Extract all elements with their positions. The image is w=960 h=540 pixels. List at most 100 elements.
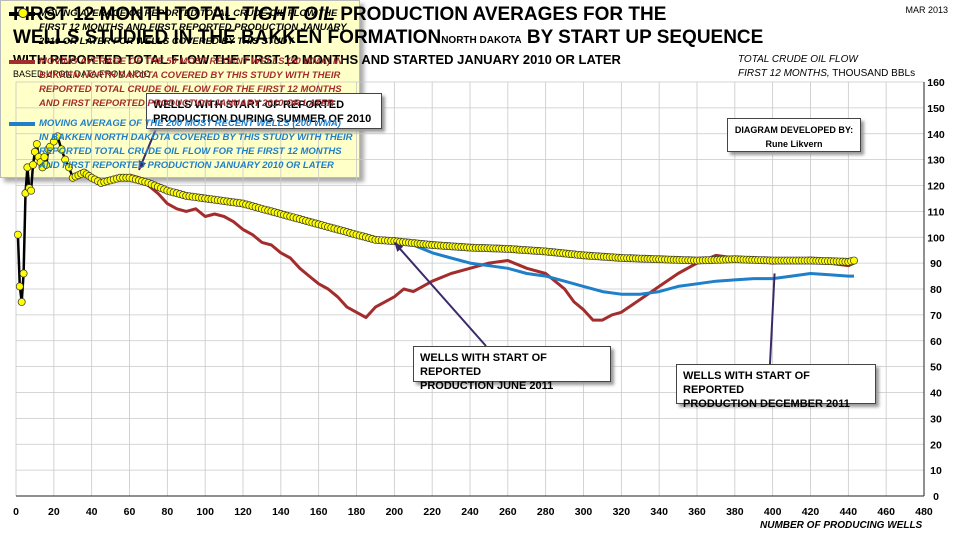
x-tick-label: 260 bbox=[499, 506, 517, 518]
y-tick-label: 80 bbox=[930, 284, 942, 296]
annotation-june-2011: WELLS WITH START OF REPORTED PRODUCTION … bbox=[413, 346, 611, 392]
series-200-wma-line bbox=[393, 239, 854, 296]
title-line1-emphasis: TIGHT OIL bbox=[241, 4, 335, 25]
y-tick-label: 10 bbox=[930, 465, 942, 477]
data-point bbox=[32, 140, 41, 149]
credit-box: DIAGRAM DEVELOPED BY: Rune Likvern bbox=[727, 118, 861, 152]
chart-title-line2: WELLS STUDIED IN THE BAKKEN FORMATIONNOR… bbox=[13, 27, 763, 49]
annotation-dec-2011-line2: PRODUCTION DECEMBER 2011 bbox=[683, 398, 850, 410]
legend-swatch-200wma bbox=[9, 122, 35, 126]
y-axis-label: TOTAL CRUDE OIL FLOW FIRST 12 MONTHS, TH… bbox=[738, 53, 915, 81]
annotation-summer-2010-line1: WELLS WITH START OF REPORTED bbox=[153, 99, 345, 111]
data-point bbox=[57, 145, 66, 154]
x-tick-label: 360 bbox=[688, 506, 706, 518]
date-label: MAR 2013 bbox=[905, 5, 948, 15]
x-tick-label: 60 bbox=[124, 506, 136, 518]
y-tick-label: 160 bbox=[927, 77, 945, 89]
x-tick-label: 20 bbox=[48, 506, 60, 518]
data-point bbox=[65, 163, 73, 172]
x-tick-label: 400 bbox=[764, 506, 782, 518]
y-tick-label: 60 bbox=[930, 336, 942, 348]
y-tick-label: 30 bbox=[930, 413, 942, 425]
x-tick-label: 100 bbox=[196, 506, 214, 518]
x-tick-label: 220 bbox=[423, 506, 441, 518]
data-point bbox=[13, 230, 22, 239]
data-point bbox=[17, 297, 26, 306]
legend-item-50wma: MOVING AVERAGE OF THE 50 MOST RECENT WEL… bbox=[9, 55, 353, 111]
legend-text-50wma: MOVING AVERAGE OF THE 50 MOST RECENT WEL… bbox=[39, 56, 343, 109]
legend-item-cumulative: MOVING AVERAGE OF REPORTED TOTAL CRUDE O… bbox=[9, 7, 353, 49]
x-tick-label: 0 bbox=[13, 506, 19, 518]
legend-swatch-50wma bbox=[9, 60, 35, 64]
chart-subtitle: WITH REPORTED TOTAL FLOW THE FIRST 12 MO… bbox=[13, 52, 621, 67]
x-tick-label: 340 bbox=[650, 506, 668, 518]
title-line2-pre: WELLS STUDIED IN THE BAKKEN FORMATION bbox=[13, 27, 442, 48]
credit-line1: DIAGRAM DEVELOPED BY: bbox=[734, 125, 854, 135]
annotation-summer-2010: WELLS WITH START OF REPORTED PRODUCTION … bbox=[146, 93, 382, 129]
arrow-dec-2011-line bbox=[769, 273, 776, 365]
annotation-summer-2010-line2: PRODUCTION DURING SUMMER OF 2010 bbox=[153, 113, 372, 125]
data-point bbox=[61, 155, 70, 164]
series-50-wma-line bbox=[129, 173, 855, 322]
y-tick-label: 20 bbox=[930, 439, 942, 451]
y-axis-label-line2-post: THOUSAND BBLs bbox=[829, 68, 916, 79]
annotation-dec-2011: WELLS WITH START OF REPORTED PRODUCTION … bbox=[676, 364, 876, 410]
y-tick-label: 110 bbox=[928, 206, 945, 218]
data-point bbox=[40, 153, 49, 161]
data-point bbox=[850, 256, 858, 265]
annotation-june-2011-line1: WELLS WITH START OF REPORTED bbox=[420, 352, 547, 378]
y-axis-label-line1: TOTAL CRUDE OIL FLOW bbox=[738, 54, 858, 65]
y-axis-label-line2: FIRST 12 MONTHS, THOUSAND BBLs bbox=[738, 67, 915, 81]
title-line1-pre: FIRST 12 MONTH TOTAL bbox=[13, 4, 242, 25]
y-tick-label: 50 bbox=[930, 362, 942, 374]
credit-line2: Rune Likvern bbox=[765, 139, 823, 149]
x-tick-label: 460 bbox=[877, 506, 895, 518]
legend-item-200wma: MOVING AVERAGE OF THE 200 MOST RECENT WE… bbox=[9, 117, 353, 173]
y-tick-label: 70 bbox=[930, 310, 942, 322]
y-axis-label-line2-emphasis: FIRST 12 MONTHS, bbox=[738, 68, 830, 79]
data-point bbox=[42, 160, 51, 169]
source-note: BASED UPON DATA FROM NDIC bbox=[13, 69, 151, 79]
y-tick-label: 120 bbox=[927, 181, 945, 193]
x-tick-label: 180 bbox=[348, 506, 366, 518]
y-tick-label: 100 bbox=[927, 232, 945, 244]
x-tick-label: 440 bbox=[840, 506, 858, 518]
x-tick-label: 320 bbox=[613, 506, 631, 518]
x-tick-label: 120 bbox=[234, 506, 252, 518]
x-axis-label: NUMBER OF PRODUCING WELLS bbox=[760, 520, 923, 531]
x-tick-label: 380 bbox=[726, 506, 744, 518]
x-tick-label: 280 bbox=[537, 506, 555, 518]
data-point bbox=[29, 160, 37, 169]
arrow-june-2011-line bbox=[393, 241, 487, 347]
chart-title-line1: FIRST 12 MONTH TOTAL TIGHT OIL PRODUCTIO… bbox=[13, 4, 666, 26]
legend-text-200wma: MOVING AVERAGE OF THE 200 MOST RECENT WE… bbox=[39, 118, 353, 171]
data-point bbox=[19, 269, 28, 278]
x-tick-label: 240 bbox=[461, 506, 479, 518]
arrow-summer-2010-head bbox=[138, 160, 147, 170]
data-point bbox=[15, 282, 24, 291]
title-line2-small: NORTH DAKOTA bbox=[441, 35, 522, 46]
x-tick-label: 80 bbox=[161, 506, 173, 518]
y-tick-label: 40 bbox=[930, 388, 942, 400]
legend-text-cumulative: MOVING AVERAGE OF REPORTED TOTAL CRUDE O… bbox=[39, 8, 347, 47]
y-tick-label: 140 bbox=[927, 129, 945, 141]
title-line1-post: PRODUCTION AVERAGES FOR THE bbox=[334, 4, 667, 25]
x-tick-label: 300 bbox=[575, 506, 593, 518]
x-tick-label: 480 bbox=[915, 506, 933, 518]
data-point bbox=[53, 132, 62, 141]
x-tick-label: 200 bbox=[386, 506, 404, 518]
title-line2-post: BY START UP SEQUENCE bbox=[521, 27, 764, 48]
x-tick-label: 420 bbox=[802, 506, 820, 518]
x-tick-label: 40 bbox=[86, 506, 98, 518]
y-tick-label: 90 bbox=[930, 258, 942, 270]
y-tick-label: 150 bbox=[927, 103, 945, 115]
legend-marker-icon bbox=[18, 8, 28, 18]
arrow-june-2011-head bbox=[394, 242, 404, 252]
y-tick-label: 0 bbox=[933, 491, 939, 503]
annotation-dec-2011-line1: WELLS WITH START OF REPORTED bbox=[683, 370, 810, 396]
data-point bbox=[27, 186, 36, 195]
x-tick-label: 160 bbox=[310, 506, 328, 518]
x-tick-label: 140 bbox=[272, 506, 290, 518]
annotation-june-2011-line2: PRODUCTION JUNE 2011 bbox=[420, 380, 554, 392]
